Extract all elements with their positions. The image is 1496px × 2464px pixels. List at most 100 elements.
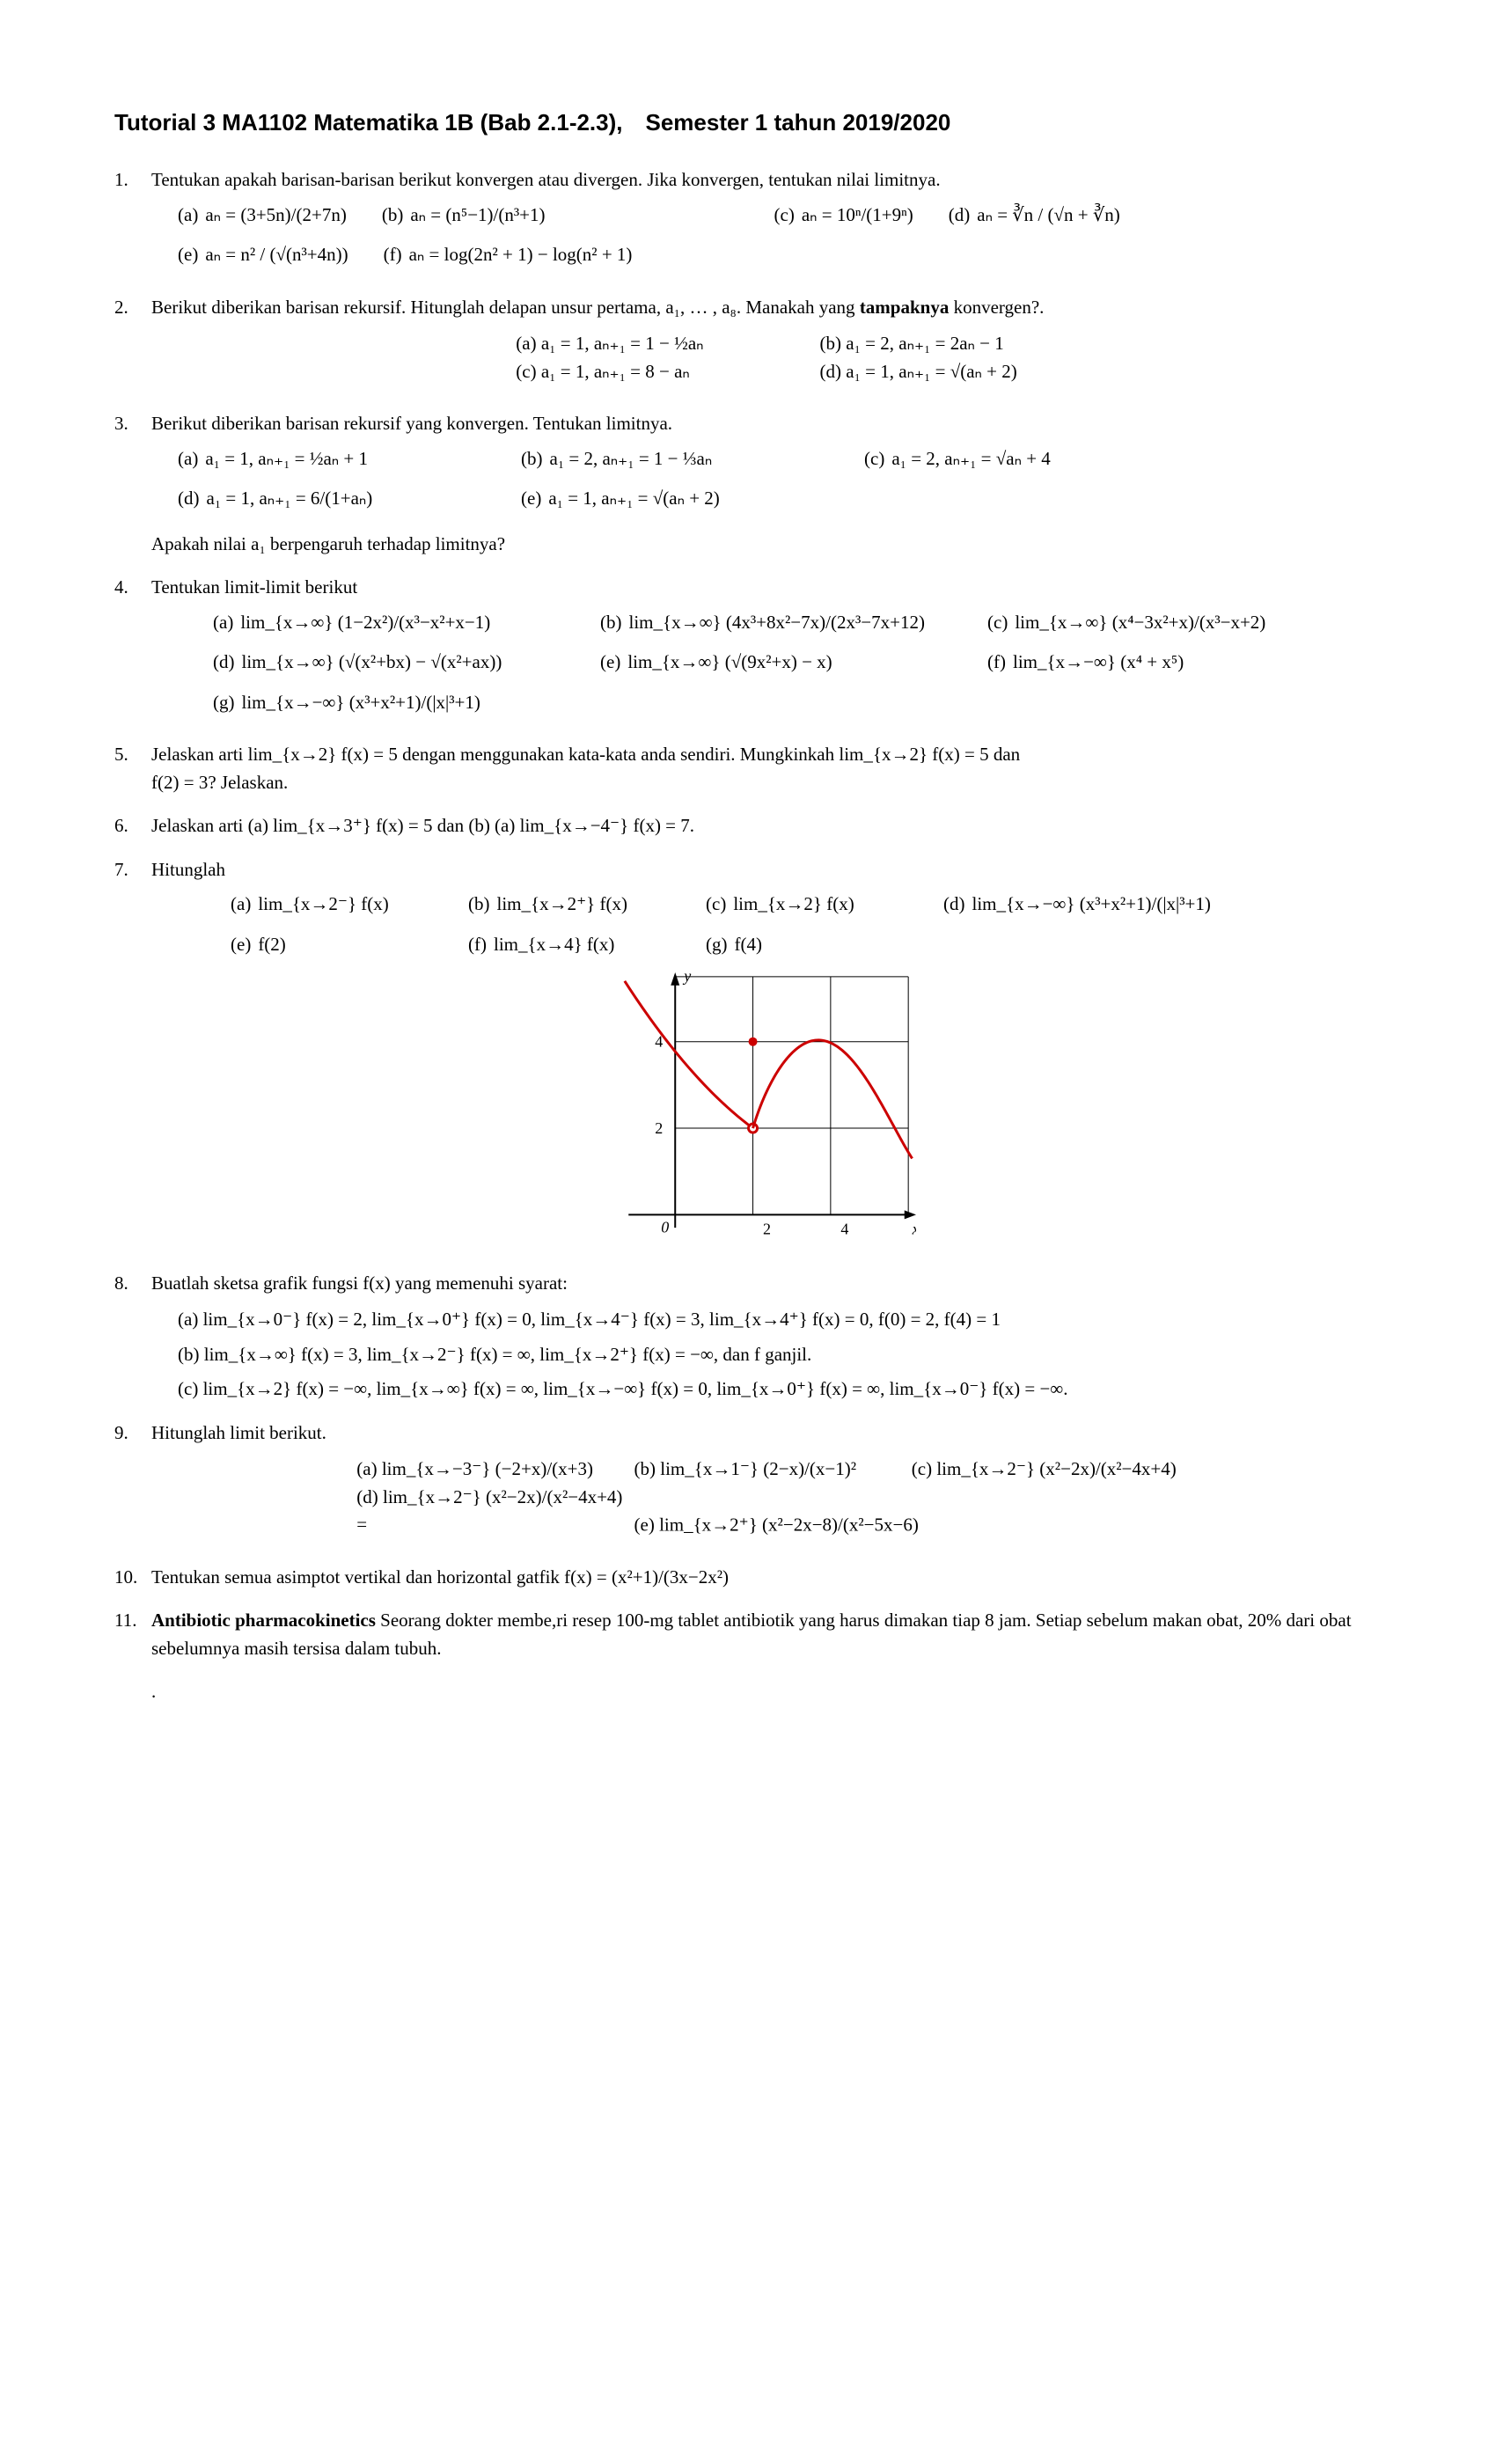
q4d-lab: (d) — [213, 649, 235, 677]
question-8: 8. Buatlah sketsa grafik fungsi f(x) yan… — [114, 1270, 1382, 1404]
q4a: lim_{x→∞} (1−2x²)/(x³−x²+x−1) — [240, 609, 490, 637]
question-11: 11. Antibiotic pharmacokinetics Seorang … — [114, 1607, 1382, 1662]
question-4: 4. Tentukan limit-limit berikut (a)lim_{… — [114, 574, 1382, 725]
q2b-lab: (b) — [820, 333, 847, 354]
q7c: lim_{x→2} f(x) — [733, 891, 854, 919]
q8-text: Buatlah sketsa grafik fungsi f(x) yang m… — [151, 1270, 1382, 1298]
q1a: aₙ = (3+5n)/(2+7n) — [205, 202, 347, 230]
q3c-lab: (c) — [864, 445, 884, 473]
question-10: 10. Tentukan semua asimptot vertikal dan… — [114, 1564, 1382, 1592]
q7f: lim_{x→4} f(x) — [494, 931, 614, 959]
q3e: a₁ = 1, aₙ₊₁ = √(aₙ + 2) — [548, 485, 719, 513]
q1c: aₙ = 10ⁿ/(1+9ⁿ) — [802, 202, 913, 230]
q9b-lab: (b) — [634, 1458, 661, 1479]
q9a-lab: (a) — [356, 1458, 382, 1479]
q1b-lab: (b) — [382, 202, 404, 230]
q3b: a₁ = 2, aₙ₊₁ = 1 − ⅓aₙ — [550, 445, 713, 473]
q9b: lim_{x→1⁻} (2−x)/(x−1)² — [660, 1458, 856, 1479]
svg-text:2: 2 — [655, 1119, 663, 1137]
q1c-lab: (c) — [774, 202, 795, 230]
svg-text:y: y — [682, 972, 691, 985]
q9e-lab: (e) — [634, 1514, 660, 1535]
q4e-lab: (e) — [600, 649, 620, 677]
q9-num: 9. — [114, 1419, 151, 1548]
q7f-lab: (f) — [468, 931, 487, 959]
q4b-lab: (b) — [600, 609, 622, 637]
question-9: 9. Hitunglah limit berikut. (a) lim_{x→−… — [114, 1419, 1382, 1548]
q5-text1: Jelaskan arti lim_{x→2} f(x) = 5 dengan … — [151, 741, 1382, 769]
q1-num: 1. — [114, 166, 151, 278]
q1d-lab: (d) — [949, 202, 971, 230]
q9c-lab: (c) — [912, 1458, 937, 1479]
q10-text: Tentukan semua asimptot vertikal dan hor… — [151, 1564, 1382, 1592]
question-5: 5. Jelaskan arti lim_{x→2} f(x) = 5 deng… — [114, 741, 1382, 796]
q3-num: 3. — [114, 410, 151, 558]
q7b-lab: (b) — [468, 891, 490, 919]
q3-text: Berikut diberikan barisan rekursif yang … — [151, 410, 1382, 438]
q4g-lab: (g) — [213, 689, 235, 717]
q3a-lab: (a) — [178, 445, 198, 473]
q2c-lab: (c) — [516, 361, 541, 382]
question-2: 2. Berikut diberikan barisan rekursif. H… — [114, 294, 1382, 395]
q7d-lab: (d) — [943, 891, 965, 919]
q9c: lim_{x→2⁻} (x²−2x)/(x²−4x+4) — [936, 1458, 1176, 1479]
q1f-lab: (f) — [384, 241, 402, 269]
q2-text: Berikut diberikan barisan rekursif. Hitu… — [151, 294, 1382, 322]
q9e: lim_{x→2⁺} (x²−2x−8)/(x²−5x−6) — [659, 1514, 919, 1535]
q10-num: 10. — [114, 1564, 151, 1592]
q6-num: 6. — [114, 812, 151, 840]
q4e: lim_{x→∞} (√(9x²+x) − x) — [627, 649, 832, 677]
q2a: a₁ = 1, aₙ₊₁ = 1 − ½aₙ — [541, 333, 704, 354]
q1d: aₙ = ∛n / (√n + ∛n) — [977, 202, 1119, 230]
q1f: aₙ = log(2n² + 1) − log(n² + 1) — [409, 241, 633, 269]
question-6: 6. Jelaskan arti (a) lim_{x→3⁺} f(x) = 5… — [114, 812, 1382, 840]
q7d: lim_{x→−∞} (x³+x²+1)/(|x|³+1) — [972, 891, 1211, 919]
q11-text: Antibiotic pharmacokinetics Seorang dokt… — [151, 1607, 1382, 1662]
question-3: 3. Berikut diberikan barisan rekursif ya… — [114, 410, 1382, 558]
q5-num: 5. — [114, 741, 151, 796]
q4a-lab: (a) — [213, 609, 233, 637]
q11-num: 11. — [114, 1607, 151, 1662]
q5-text2: f(2) = 3? Jelaskan. — [151, 769, 1382, 797]
svg-text:x: x — [912, 1220, 916, 1236]
q1a-lab: (a) — [178, 202, 198, 230]
q7b: lim_{x→2⁺} f(x) — [497, 891, 627, 919]
q4c-lab: (c) — [987, 609, 1008, 637]
q4f: lim_{x→−∞} (x⁴ + x⁵) — [1013, 649, 1184, 677]
q8a: lim_{x→0⁻} f(x) = 2, lim_{x→0⁺} f(x) = 0… — [203, 1309, 1001, 1330]
q8c: lim_{x→2} f(x) = −∞, lim_{x→∞} f(x) = ∞,… — [203, 1378, 1068, 1399]
q3-after: Apakah nilai a₁ berpengaruh terhadap lim… — [151, 531, 1382, 559]
q1b: aₙ = (n⁵−1)/(n³+1) — [410, 202, 545, 230]
q8c-lab: (c) — [178, 1378, 203, 1399]
q9d: lim_{x→2⁻} (x²−2x)/(x²−4x+4) = — [356, 1486, 622, 1536]
svg-text:4: 4 — [840, 1220, 848, 1236]
q2d: a₁ = 1, aₙ₊₁ = √(aₙ + 2) — [846, 361, 1016, 382]
q2a-lab: (a) — [516, 333, 541, 354]
q7e-lab: (e) — [231, 931, 251, 959]
q9a: lim_{x→−3⁻} (−2+x)/(x+3) — [382, 1458, 593, 1479]
q4f-lab: (f) — [987, 649, 1006, 677]
q2b: a₁ = 2, aₙ₊₁ = 2aₙ − 1 — [846, 333, 1003, 354]
q9d-lab: (d) — [356, 1486, 383, 1507]
q4b: lim_{x→∞} (4x³+8x²−7x)/(2x³−7x+12) — [629, 609, 925, 637]
q7-num: 7. — [114, 856, 151, 1254]
question-7: 7. Hitunglah (a)lim_{x→2⁻} f(x) (b)lim_{… — [114, 856, 1382, 1254]
q4c: lim_{x→∞} (x⁴−3x²+x)/(x³−x+2) — [1015, 609, 1265, 637]
q7a-lab: (a) — [231, 891, 251, 919]
q2d-lab: (d) — [820, 361, 847, 382]
q1e: aₙ = n² / (√(n³+4n)) — [205, 241, 348, 269]
q4-text: Tentukan limit-limit berikut — [151, 574, 1382, 602]
q1-text: Tentukan apakah barisan-barisan berikut … — [151, 166, 1382, 194]
q4g: lim_{x→−∞} (x³+x²+1)/(|x|³+1) — [242, 689, 480, 717]
doc-title: Tutorial 3 MA1102 Matematika 1B (Bab 2.1… — [114, 106, 1382, 140]
q8a-lab: (a) — [178, 1309, 203, 1330]
q2-num: 2. — [114, 294, 151, 395]
q8b: lim_{x→∞} f(x) = 3, lim_{x→2⁻} f(x) = ∞,… — [204, 1344, 812, 1365]
q3c: a₁ = 2, aₙ₊₁ = √aₙ + 4 — [891, 445, 1050, 473]
q3e-lab: (e) — [521, 485, 541, 513]
q3b-lab: (b) — [521, 445, 543, 473]
q8-num: 8. — [114, 1270, 151, 1404]
q7a: lim_{x→2⁻} f(x) — [258, 891, 388, 919]
svg-text:0: 0 — [661, 1218, 669, 1236]
q6-text: Jelaskan arti (a) lim_{x→3⁺} f(x) = 5 da… — [151, 812, 1382, 840]
